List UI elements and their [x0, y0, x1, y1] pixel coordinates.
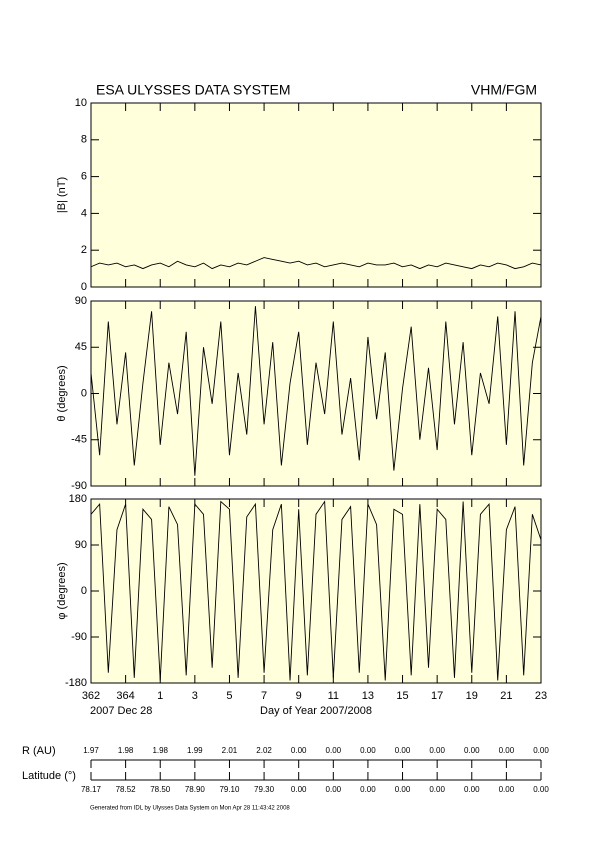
r-value: 0.00 — [395, 746, 411, 755]
latitude-value: 0.00 — [326, 785, 342, 794]
y-tick-label: -90 — [71, 631, 87, 643]
title: ESA ULYSSES DATA SYSTEM — [96, 82, 291, 98]
r-value: 0.00 — [291, 746, 307, 755]
latitude-value: 0.00 — [360, 785, 376, 794]
y-tick-label: 0 — [81, 281, 87, 293]
y-tick-label: 90 — [75, 539, 87, 551]
r-value: 1.99 — [187, 746, 203, 755]
y-tick-label: -90 — [71, 480, 87, 492]
r-value: 1.98 — [118, 746, 134, 755]
x-tick-label: 13 — [362, 690, 374, 702]
r-value: 0.00 — [533, 746, 549, 755]
latitude-value: 0.00 — [395, 785, 411, 794]
x-tick-label: 15 — [396, 690, 408, 702]
latitude-value: 78.52 — [116, 785, 137, 794]
x-tick-label: 3 — [192, 690, 198, 702]
y-tick-label: 8 — [81, 134, 87, 146]
y-tick-label: 0 — [81, 585, 87, 597]
y-axis-label: φ (degrees) — [56, 562, 68, 619]
latitude-value: 78.90 — [185, 785, 206, 794]
x-tick-label: 17 — [431, 690, 443, 702]
y-axis-label: |B| (nT) — [56, 177, 68, 213]
r-value: 0.00 — [429, 746, 445, 755]
y-tick-label: 90 — [75, 295, 87, 307]
r-value: 1.97 — [83, 746, 99, 755]
x-tick-label: 5 — [226, 690, 232, 702]
latitude-value: 79.10 — [219, 785, 240, 794]
r-value: 2.01 — [222, 746, 238, 755]
plot-area — [90, 102, 542, 288]
x-tick-label: 362 — [82, 690, 100, 702]
y-tick-label: 180 — [69, 493, 87, 505]
y-tick-label: 45 — [75, 341, 87, 353]
x-tick-label: 21 — [500, 690, 512, 702]
r-value: 1.98 — [152, 746, 168, 755]
latitude-value: 0.00 — [429, 785, 445, 794]
data-line — [90, 257, 542, 270]
latitude-label: Latitude (°) — [22, 770, 76, 782]
y-tick-label: 4 — [81, 207, 87, 219]
y-tick-label: 6 — [81, 171, 87, 183]
x-tick-label: 1 — [157, 690, 163, 702]
y-tick-label: -45 — [71, 434, 87, 446]
y-tick-label: 0 — [81, 387, 87, 399]
r-value: 2.02 — [256, 746, 272, 755]
data-line — [90, 500, 542, 681]
r-value: 0.00 — [464, 746, 480, 755]
y-axis-label: θ (degrees) — [56, 365, 68, 421]
x-tick-label: 7 — [261, 690, 267, 702]
x-tick-label: 9 — [296, 690, 302, 702]
x-axis-label: Day of Year 2007/2008 — [260, 705, 372, 717]
latitude-value: 78.50 — [150, 785, 171, 794]
r-value: 0.00 — [326, 746, 342, 755]
y-tick-label: -180 — [65, 677, 87, 689]
latitude-value: 0.00 — [464, 785, 480, 794]
r-label: R (AU) — [22, 745, 56, 757]
plot-area — [90, 300, 542, 487]
x-tick-label: 11 — [328, 690, 339, 702]
latitude-value: 0.00 — [291, 785, 307, 794]
latitude-value: 0.00 — [533, 785, 549, 794]
x-tick-label: 19 — [466, 690, 478, 702]
footer: Generated from IDL by Ulysses Data Syste… — [90, 806, 290, 812]
latitude-value: 78.17 — [81, 785, 102, 794]
r-value: 0.00 — [360, 746, 376, 755]
y-tick-label: 10 — [75, 97, 87, 109]
r-value: 0.00 — [499, 746, 515, 755]
data-line — [90, 306, 542, 476]
start-date: 2007 Dec 28 — [90, 705, 152, 717]
x-tick-label: 23 — [535, 690, 547, 702]
latitude-value: 0.00 — [499, 785, 515, 794]
x-tick-label: 364 — [116, 690, 134, 702]
y-tick-label: 2 — [81, 244, 87, 256]
latitude-value: 79.30 — [254, 785, 275, 794]
instrument: VHM/FGM — [471, 82, 537, 98]
